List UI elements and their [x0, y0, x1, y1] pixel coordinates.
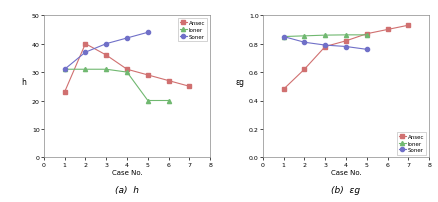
Soner [302, 42, 307, 44]
Text: (b)  εg: (b) εg [332, 185, 360, 194]
Ansec [145, 74, 151, 77]
Ansec [124, 69, 130, 71]
Soner [145, 32, 151, 34]
Soner [62, 69, 67, 71]
Soner [322, 45, 328, 47]
Ioner [322, 35, 328, 37]
Text: (a)  h: (a) h [115, 185, 139, 194]
Ansec [83, 43, 88, 46]
Ioner [281, 36, 286, 39]
Ansec [166, 80, 171, 82]
Legend: Ansec, Ioner, Soner: Ansec, Ioner, Soner [178, 19, 208, 42]
Ansec [364, 33, 370, 36]
Soner [124, 38, 130, 40]
X-axis label: Case No.: Case No. [331, 169, 361, 175]
Ioner [62, 69, 67, 71]
Ioner [103, 69, 109, 71]
Ansec [281, 88, 286, 91]
Ansec [187, 86, 192, 88]
Line: Soner: Soner [63, 31, 150, 72]
Ansec [406, 25, 411, 27]
Ansec [385, 29, 390, 32]
Ioner [364, 35, 370, 37]
Line: Ioner: Ioner [63, 68, 171, 103]
Ansec [302, 69, 307, 71]
Line: Ansec: Ansec [63, 42, 191, 95]
Ansec [62, 91, 67, 94]
Ioner [302, 36, 307, 38]
Soner [281, 36, 286, 39]
Ioner [145, 100, 151, 102]
Soner [364, 49, 370, 51]
Ioner [83, 69, 88, 71]
Y-axis label: εg: εg [236, 78, 245, 87]
Ioner [124, 72, 130, 74]
Soner [103, 43, 109, 46]
Ansec [103, 55, 109, 57]
Ioner [343, 35, 349, 37]
Y-axis label: h: h [21, 78, 26, 87]
Ansec [322, 46, 328, 48]
Line: Ansec: Ansec [282, 24, 410, 92]
Line: Soner: Soner [282, 35, 369, 52]
Soner [343, 46, 349, 48]
Ansec [343, 40, 349, 43]
Soner [83, 52, 88, 54]
Ioner [166, 100, 171, 102]
Legend: Ansec, Ioner, Soner: Ansec, Ioner, Soner [397, 132, 427, 155]
X-axis label: Case No.: Case No. [112, 169, 142, 175]
Line: Ioner: Ioner [282, 34, 369, 39]
